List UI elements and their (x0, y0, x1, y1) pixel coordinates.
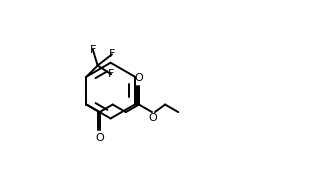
Text: F: F (108, 69, 114, 79)
Text: O: O (134, 73, 143, 83)
Text: O: O (95, 133, 104, 143)
Text: F: F (109, 49, 115, 59)
Text: O: O (148, 113, 157, 123)
Text: F: F (90, 44, 96, 55)
